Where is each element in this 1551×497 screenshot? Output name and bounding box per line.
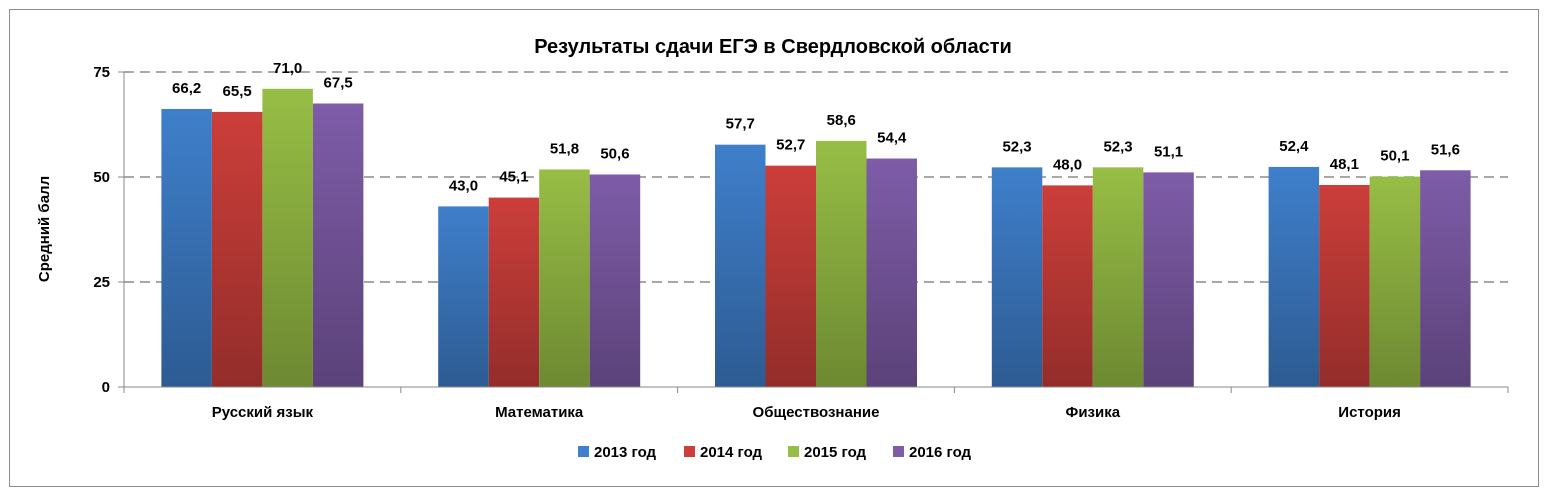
data-label: 66,2 [172,80,201,97]
bar [866,158,917,387]
data-label: 52,4 [1279,138,1309,155]
legend-swatch [578,446,589,457]
data-label: 45,1 [499,169,528,186]
bar [816,140,867,387]
legend-label: 2013 год [594,444,657,461]
data-label: 48,0 [1053,156,1082,173]
data-label: 48,1 [1330,156,1359,173]
legend: 2013 год 2014 год 2015 год 2016 год [578,444,972,461]
y-tick-label: 25 [93,274,110,291]
bar [715,144,766,387]
legend-item: 2016 год [893,444,972,461]
data-label: 65,5 [223,83,252,100]
legend-item: 2013 год [578,444,657,461]
bar [1042,185,1093,387]
x-tick-label: Русский язык [212,404,314,421]
legend-swatch [684,446,695,457]
x-tick-label: Обществознание [753,404,880,421]
legend-swatch [788,446,799,457]
bar [1319,184,1370,387]
legend-label: 2014 год [700,444,763,461]
x-tick-label: История [1338,404,1401,421]
x-tick-label: Математика [495,404,584,421]
axes: 0 25 50 75 Русский язык Математика Обществозна… [93,64,1509,421]
legend-swatch [893,446,904,457]
data-label: 52,3 [1103,138,1132,155]
bar [438,206,489,387]
data-label: 71,0 [273,60,302,77]
y-tick-label: 0 [102,379,110,396]
data-label: 57,7 [726,116,755,133]
data-label: 58,6 [827,112,856,129]
bar [589,174,641,387]
legend-item: 2015 год [788,444,867,461]
bar [312,103,364,387]
data-label: 50,1 [1380,148,1409,165]
bar [1143,172,1194,387]
bar [991,167,1043,387]
data-label: 43,0 [449,177,478,194]
bar [539,169,590,387]
bar [488,197,540,387]
bars [161,88,1471,388]
y-tick-label: 50 [93,169,110,186]
data-label: 52,3 [1002,138,1031,155]
bar [161,108,212,388]
y-axis-label: Средний балл [36,176,53,282]
data-label: 51,6 [1431,141,1460,158]
data-label: 51,8 [550,140,579,157]
data-label: 51,1 [1154,143,1183,160]
legend-item: 2014 год [684,444,763,461]
legend-label: 2015 год [804,444,867,461]
data-label: 54,4 [877,130,907,147]
bar [262,88,313,388]
bar [765,165,816,387]
data-label: 50,6 [600,145,629,162]
legend-label: 2016 год [909,444,972,461]
bar [1420,170,1471,387]
chart-title: Результаты сдачи ЕГЭ в Свердловской обла… [534,36,1012,58]
bar [1369,176,1421,387]
bar [1268,166,1320,387]
bar [211,111,263,388]
data-label: 52,7 [776,137,805,154]
y-tick-label: 75 [93,64,110,81]
data-label: 67,5 [324,75,353,92]
x-tick-label: Физика [1066,404,1121,421]
data-labels: 66,2 65,5 71,0 67,5 43,0 45,1 51,8 50,6 57,7 52,7… [172,60,1460,195]
bar [1092,167,1144,387]
